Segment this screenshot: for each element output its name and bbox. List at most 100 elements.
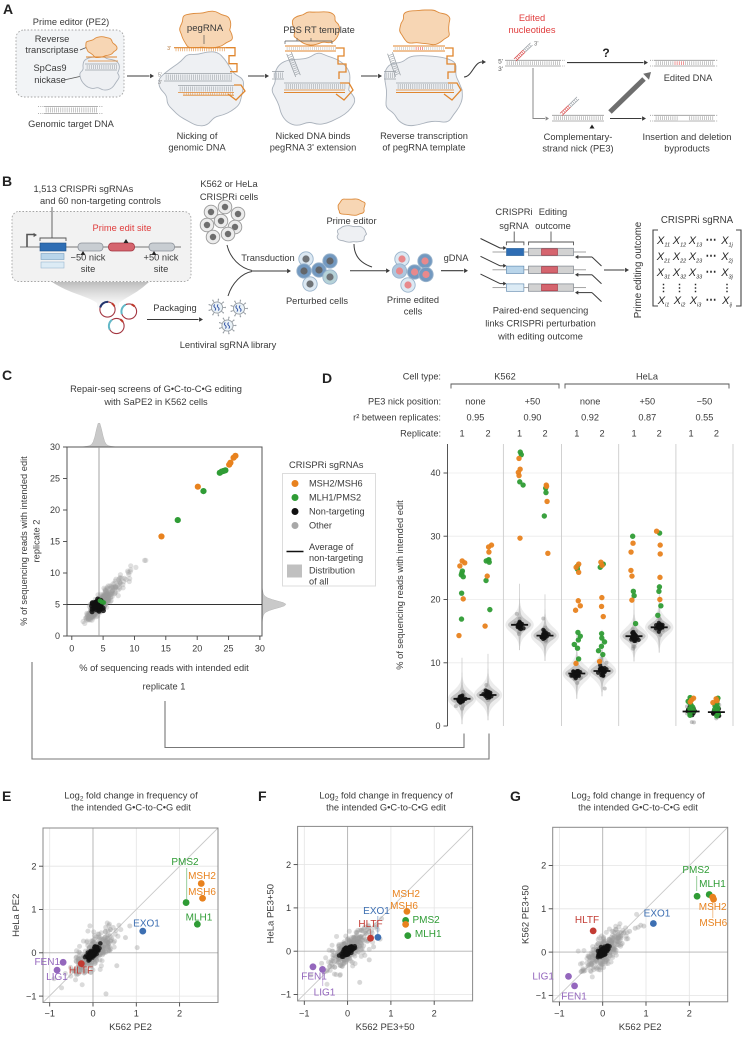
svg-text:15: 15 <box>161 644 171 654</box>
svg-text:2: 2 <box>714 429 719 439</box>
svg-text:25: 25 <box>224 644 234 654</box>
svg-text:A: A <box>3 1 13 17</box>
svg-text:nucleotides: nucleotides <box>508 25 555 35</box>
svg-text:10: 10 <box>129 644 139 654</box>
svg-text:sgRNA: sgRNA <box>499 221 529 231</box>
svg-text:0: 0 <box>55 631 60 641</box>
svg-text:non-targeting: non-targeting <box>309 553 363 563</box>
svg-text:MSH2/MSH6: MSH2/MSH6 <box>309 479 363 489</box>
svg-text:2: 2 <box>432 1009 437 1019</box>
svg-text:PMS2: PMS2 <box>413 915 441 926</box>
svg-text:FEN1: FEN1 <box>301 972 327 983</box>
svg-text:Non-targeting: Non-targeting <box>309 507 365 517</box>
svg-text:−1: −1 <box>281 990 291 1000</box>
svg-text:30: 30 <box>50 442 60 452</box>
svg-text:Log2 fold change in frequency: Log2 fold change in frequency of <box>319 791 453 803</box>
svg-text:Insertion and deletion: Insertion and deletion <box>643 132 732 142</box>
svg-text:with editing outcome: with editing outcome <box>497 332 583 342</box>
svg-text:40: 40 <box>430 468 440 478</box>
svg-text:0: 0 <box>345 1009 350 1019</box>
svg-text:Reverse: Reverse <box>35 34 70 44</box>
svg-text:pegRNA: pegRNA <box>187 23 224 34</box>
svg-text:Edited: Edited <box>519 13 545 23</box>
svg-text:⋮: ⋮ <box>675 283 685 294</box>
svg-text:Nicking of: Nicking of <box>177 131 218 141</box>
svg-text:20: 20 <box>192 644 202 654</box>
svg-text:Nicked DNA binds: Nicked DNA binds <box>276 131 351 141</box>
svg-text:HeLa PE2: HeLa PE2 <box>11 894 22 937</box>
svg-text:20: 20 <box>50 505 60 515</box>
svg-text:MLH1: MLH1 <box>415 929 442 940</box>
svg-text:0.87: 0.87 <box>638 413 656 423</box>
svg-text:G: G <box>510 788 521 804</box>
svg-text:K562 or HeLa: K562 or HeLa <box>200 179 258 189</box>
svg-text:⋯: ⋯ <box>706 294 717 306</box>
svg-text:0.90: 0.90 <box>524 413 542 423</box>
svg-text:MSH6: MSH6 <box>699 918 727 929</box>
svg-text:K562 PE3+50: K562 PE3+50 <box>521 885 532 944</box>
svg-text:Perturbed cells: Perturbed cells <box>286 296 348 306</box>
svg-text:⋮: ⋮ <box>691 283 701 294</box>
svg-text:Prime editing outcome: Prime editing outcome <box>633 222 644 318</box>
svg-text:K562 PE2: K562 PE2 <box>619 1022 662 1033</box>
svg-text:3': 3' <box>534 42 538 48</box>
svg-text:1: 1 <box>574 429 579 439</box>
svg-text:2: 2 <box>485 429 490 439</box>
svg-text:E: E <box>2 788 11 804</box>
svg-text:0: 0 <box>286 946 291 956</box>
svg-text:Cell type:: Cell type: <box>403 372 441 382</box>
svg-text:the intended G•C-to-C•G edit: the intended G•C-to-C•G edit <box>326 803 446 813</box>
svg-text:MSH2: MSH2 <box>699 902 727 913</box>
svg-text:1: 1 <box>388 1009 393 1019</box>
svg-text:−1: −1 <box>554 1009 564 1019</box>
svg-text:25: 25 <box>50 474 60 484</box>
svg-text:Reverse transcription: Reverse transcription <box>380 131 468 141</box>
svg-text:EXO1: EXO1 <box>363 906 390 917</box>
svg-text:of all: of all <box>309 577 328 587</box>
svg-text:2: 2 <box>541 861 546 871</box>
svg-text:Distribution: Distribution <box>309 566 355 576</box>
svg-text:0.55: 0.55 <box>696 413 714 423</box>
svg-text:+50: +50 <box>525 397 541 407</box>
svg-text:−1: −1 <box>536 991 546 1001</box>
svg-text:3': 3' <box>498 66 503 73</box>
svg-text:MSH2: MSH2 <box>392 889 420 900</box>
svg-text:Prime editor: Prime editor <box>326 216 376 226</box>
svg-text:strand nick (PE3): strand nick (PE3) <box>542 144 613 154</box>
svg-text:⋮: ⋮ <box>659 283 669 294</box>
svg-text:transcriptase: transcriptase <box>25 45 78 55</box>
svg-text:Genomic target DNA: Genomic target DNA <box>28 119 115 129</box>
svg-text:Xij: Xij <box>721 295 733 309</box>
svg-text:PE3 nick position:: PE3 nick position: <box>368 397 441 407</box>
svg-text:Replicate:: Replicate: <box>400 429 441 439</box>
svg-text:?: ? <box>602 46 609 60</box>
svg-text:Prime editor (PE2): Prime editor (PE2) <box>33 17 109 27</box>
svg-text:HeLa PE3+50: HeLa PE3+50 <box>266 884 277 943</box>
svg-text:3': 3' <box>158 80 162 86</box>
svg-text:−50 nick: −50 nick <box>71 253 106 263</box>
svg-text:Lentiviral sgRNA library: Lentiviral sgRNA library <box>180 340 277 350</box>
svg-text:LIG1: LIG1 <box>314 988 336 999</box>
svg-text:Repair-seq screens of G•C-to-C: Repair-seq screens of G•C-to-C•G editing <box>70 384 242 394</box>
svg-text:r² between replicates:: r² between replicates: <box>353 413 441 423</box>
svg-text:HLTF: HLTF <box>575 915 599 926</box>
svg-text:2: 2 <box>657 429 662 439</box>
svg-text:30: 30 <box>255 644 265 654</box>
svg-text:of pegRNA template: of pegRNA template <box>382 143 465 153</box>
svg-text:Prime edited: Prime edited <box>387 295 439 305</box>
svg-text:1: 1 <box>459 429 464 439</box>
svg-text:pegRNA 3' extension: pegRNA 3' extension <box>270 143 357 153</box>
svg-text:gDNA: gDNA <box>444 253 470 263</box>
svg-text:K562: K562 <box>494 372 515 382</box>
svg-text:⋯: ⋯ <box>706 250 717 262</box>
svg-text:+50: +50 <box>640 397 656 407</box>
svg-text:1: 1 <box>689 429 694 439</box>
svg-text:−1: −1 <box>299 1009 309 1019</box>
svg-text:site: site <box>154 264 168 274</box>
svg-text:−50: −50 <box>697 397 713 407</box>
svg-text:5': 5' <box>158 73 162 79</box>
svg-text:5: 5 <box>55 600 60 610</box>
svg-text:SpCas9: SpCas9 <box>33 63 66 73</box>
svg-text:genomic DNA: genomic DNA <box>168 143 226 153</box>
svg-text:byproducts: byproducts <box>664 144 710 154</box>
